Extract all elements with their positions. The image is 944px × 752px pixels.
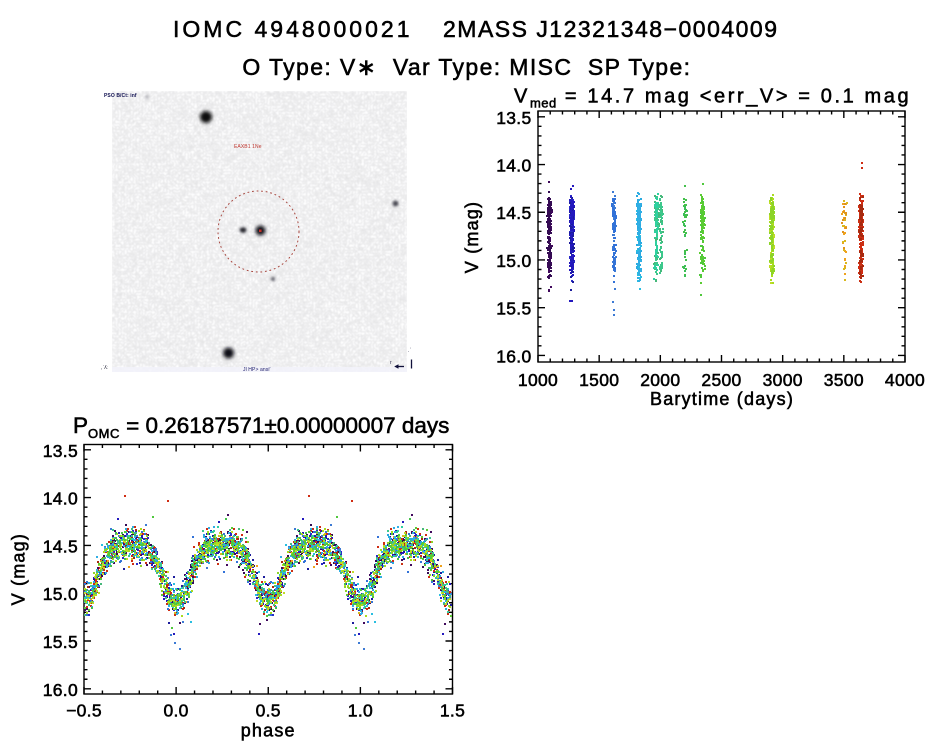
svg-text:−0.5: −0.5: [66, 701, 102, 721]
svg-text:1.5: 1.5: [440, 701, 465, 721]
svg-text:V (mag): V (mag): [9, 533, 29, 605]
svg-text:4000: 4000: [885, 370, 925, 390]
svg-text:r: r: [390, 360, 392, 366]
svg-text:Jl HP> ansi′: Jl HP> ansi′: [243, 367, 271, 373]
svg-text:13.5: 13.5: [496, 108, 531, 128]
svg-text:2000: 2000: [640, 370, 680, 390]
svg-text:phase: phase: [241, 721, 296, 741]
svg-text:0.0: 0.0: [163, 701, 188, 721]
svg-text:EAXB1 1Ne: EAXB1 1Ne: [234, 144, 262, 150]
svg-text:15.5: 15.5: [43, 632, 78, 652]
svg-text:0.5: 0.5: [256, 701, 281, 721]
svg-text:13.5: 13.5: [43, 441, 78, 461]
svg-text:Vmed = 14.7 mag <err_V> = 0.1: Vmed = 14.7 mag <err_V> = 0.1 mag: [514, 85, 911, 110]
svg-text:PSO B/Ct: inf: PSO B/Ct: inf: [104, 93, 137, 99]
svg-text:IOMC 4948000021: IOMC 4948000021: [173, 16, 410, 42]
svg-text:O Type: V∗ Var Type: MISC SP: O Type: V∗ Var Type: MISC SP Type:: [242, 54, 690, 80]
svg-text:POMC = 0.26187571±0.00000007 d: POMC = 0.26187571±0.00000007 days: [73, 413, 449, 441]
svg-text:.ˊ: .ˊ: [408, 348, 411, 354]
svg-text:,ˈʎː: ,ˈʎː: [101, 365, 108, 371]
svg-text:15.0: 15.0: [43, 584, 78, 604]
svg-text:15.5: 15.5: [496, 299, 531, 319]
svg-text:1.0: 1.0: [348, 701, 373, 721]
svg-text:V (mag): V (mag): [462, 201, 482, 273]
svg-text:Barytime (days): Barytime (days): [650, 389, 794, 409]
svg-text:14.0: 14.0: [496, 156, 531, 176]
svg-text:15.0: 15.0: [496, 251, 531, 271]
svg-text:2500: 2500: [701, 370, 741, 390]
svg-text:16.0: 16.0: [496, 346, 531, 366]
svg-text:1500: 1500: [579, 370, 619, 390]
svg-text:3000: 3000: [763, 370, 803, 390]
svg-text:1000: 1000: [518, 370, 558, 390]
svg-text:14.5: 14.5: [496, 203, 531, 223]
svg-text:14.0: 14.0: [43, 489, 78, 509]
svg-text:2MASS J12321348−0004009: 2MASS J12321348−0004009: [443, 16, 777, 42]
svg-text:14.5: 14.5: [43, 536, 78, 556]
svg-text:16.0: 16.0: [43, 680, 78, 700]
svg-text:3500: 3500: [824, 370, 864, 390]
